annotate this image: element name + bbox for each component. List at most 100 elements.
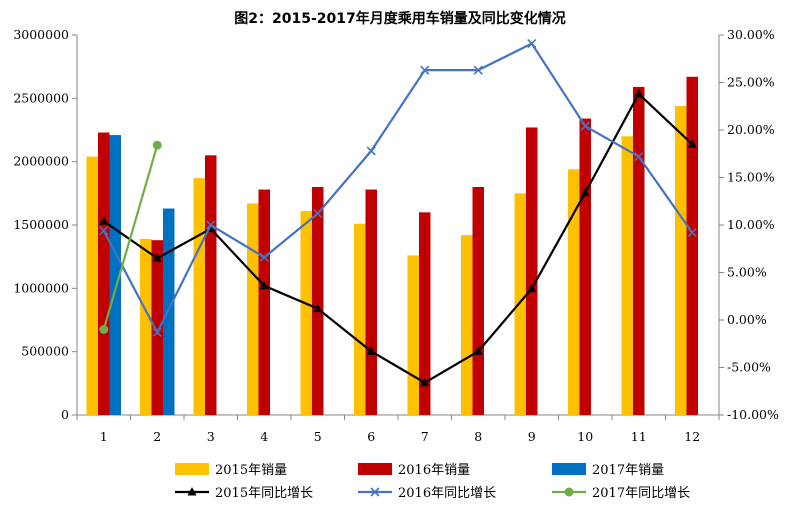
point-2016年同比增长-6 xyxy=(366,146,376,156)
legend-swatch xyxy=(552,463,586,475)
point-2016年同比增长-12 xyxy=(687,228,697,238)
legend-marker xyxy=(564,487,574,497)
x-tick-label: 8 xyxy=(474,429,482,444)
line-2017年同比增长 xyxy=(102,144,159,330)
bar-2015年销量-3 xyxy=(193,178,205,415)
right-tick-label: 15.00% xyxy=(727,170,775,185)
left-tick-label: 500000 xyxy=(21,344,69,359)
bar-2016年销量-11 xyxy=(633,86,645,415)
bar-2015年销量-2 xyxy=(140,238,152,415)
point-2016年同比增长-3 xyxy=(206,220,216,230)
bar-2016年销量-8 xyxy=(472,187,484,415)
point-2016年同比增长-1 xyxy=(99,226,109,236)
bar-2016年销量-5 xyxy=(312,187,324,415)
x-tick-label: 5 xyxy=(314,429,322,444)
legend-label: 2017年同比增长 xyxy=(592,486,690,501)
x-tick-label: 4 xyxy=(260,429,268,444)
bar-2016年销量-6 xyxy=(365,189,377,415)
bar-2016年销量-10 xyxy=(579,118,591,415)
legend-swatch xyxy=(358,463,392,475)
point-2015年同比增长-8 xyxy=(473,346,483,355)
x-tick-label: 3 xyxy=(207,429,215,444)
point-2015年同比增长-10 xyxy=(580,187,590,197)
point-2015年同比增长-2 xyxy=(152,253,162,262)
legend-label: 2016年同比增长 xyxy=(398,486,496,501)
bar-2016年销量-12 xyxy=(686,76,698,416)
point-2016年同比增长-7 xyxy=(420,65,430,75)
bar-series-group xyxy=(86,76,698,416)
bar-2015年销量-7 xyxy=(407,255,419,415)
axes: 0 500000 1000000 1500000 2000000 2500000 30000… xyxy=(13,27,779,444)
left-tick-label: 3000000 xyxy=(13,27,69,42)
bar-2015年销量-8 xyxy=(461,235,473,415)
x-tick-label: 7 xyxy=(421,429,429,444)
point-2016年同比增长-10 xyxy=(580,121,590,131)
point-2016年同比增长-9 xyxy=(527,38,537,49)
line-2016年同比增长 xyxy=(102,42,694,335)
legend: 2015年销量 2016年销量 2017年销量 2015年同比增长 2016年同比增长 2… xyxy=(175,463,690,501)
bar-2015年销量-11 xyxy=(621,136,633,416)
point-2015年同比增长-12 xyxy=(687,139,697,148)
x-tick-label: 6 xyxy=(367,429,375,444)
bar-2016年销量-9 xyxy=(526,127,538,415)
bar-2016年销量-1 xyxy=(98,132,110,416)
point-2017年同比增长-2 xyxy=(152,140,162,150)
point-2016年同比增长-2 xyxy=(152,327,162,337)
bar-2015年销量-5 xyxy=(300,211,312,415)
point-2015年同比增长-4 xyxy=(259,280,269,290)
legend-marker xyxy=(370,487,380,497)
bar-2015年销量-9 xyxy=(514,193,526,415)
left-tick-label: 2000000 xyxy=(13,154,69,169)
legend-label: 2016年销量 xyxy=(398,463,470,478)
point-2015年同比增长-1 xyxy=(99,216,109,225)
bar-2017年销量-2 xyxy=(163,208,175,415)
x-tick-label: 1 xyxy=(100,429,108,444)
right-tick-label: -10.00% xyxy=(727,407,779,422)
bar-2016年销量-3 xyxy=(205,155,217,416)
bar-2015年销量-4 xyxy=(247,203,259,415)
x-tick-label: 11 xyxy=(631,429,647,444)
bar-2015年销量-6 xyxy=(354,223,366,415)
bar-2015年销量-1 xyxy=(86,156,98,415)
point-2015年同比增长-11 xyxy=(634,88,644,98)
line-2015年同比增长 xyxy=(103,92,694,384)
bar-2016年销量-2 xyxy=(151,240,163,415)
point-2015年同比增长-6 xyxy=(366,346,376,355)
left-tick-label: 1500000 xyxy=(13,217,69,232)
left-tick-label: 1000000 xyxy=(13,280,69,295)
legend-label: 2015年同比增长 xyxy=(215,486,313,501)
right-tick-label: 5.00% xyxy=(727,265,767,280)
legend-marker xyxy=(187,487,197,496)
right-tick-label: 10.00% xyxy=(727,217,775,232)
x-tick-label: 2 xyxy=(153,429,161,444)
point-2016年同比增长-4 xyxy=(259,252,269,262)
x-tick-label: 9 xyxy=(528,429,536,444)
legend-swatch xyxy=(175,463,209,475)
right-tick-label: 0.00% xyxy=(727,312,767,327)
point-2015年同比增长-5 xyxy=(313,303,323,313)
x-tick-label: 10 xyxy=(577,429,593,444)
left-tick-label: 0 xyxy=(61,407,69,422)
point-2016年同比增长-5 xyxy=(313,209,323,219)
bar-2016年销量-7 xyxy=(419,212,431,415)
point-2015年同比增长-7 xyxy=(420,377,430,387)
right-tick-label: -5.00% xyxy=(727,360,771,375)
bar-2015年销量-10 xyxy=(568,169,580,415)
left-tick-label: 2500000 xyxy=(13,90,69,105)
right-tick-label: 20.00% xyxy=(727,122,775,137)
legend-label: 2015年销量 xyxy=(215,463,287,478)
right-tick-label: 25.00% xyxy=(727,75,775,90)
bar-2016年销量-4 xyxy=(258,189,270,415)
point-2017年同比增长-1 xyxy=(99,325,109,334)
x-tick-label: 12 xyxy=(684,429,700,444)
point-2016年同比增长-8 xyxy=(473,65,483,75)
point-2015年同比增长-9 xyxy=(527,283,537,293)
bar-2017年销量-1 xyxy=(109,135,121,416)
line-series-group xyxy=(99,38,697,387)
bar-2015年销量-12 xyxy=(675,105,687,415)
right-tick-label: 30.00% xyxy=(727,27,775,42)
point-2016年同比增长-11 xyxy=(634,152,644,162)
chart-title: 图2：2015-2017年月度乘用车销量及同比变化情况 xyxy=(234,10,565,27)
legend-label: 2017年销量 xyxy=(592,463,664,478)
